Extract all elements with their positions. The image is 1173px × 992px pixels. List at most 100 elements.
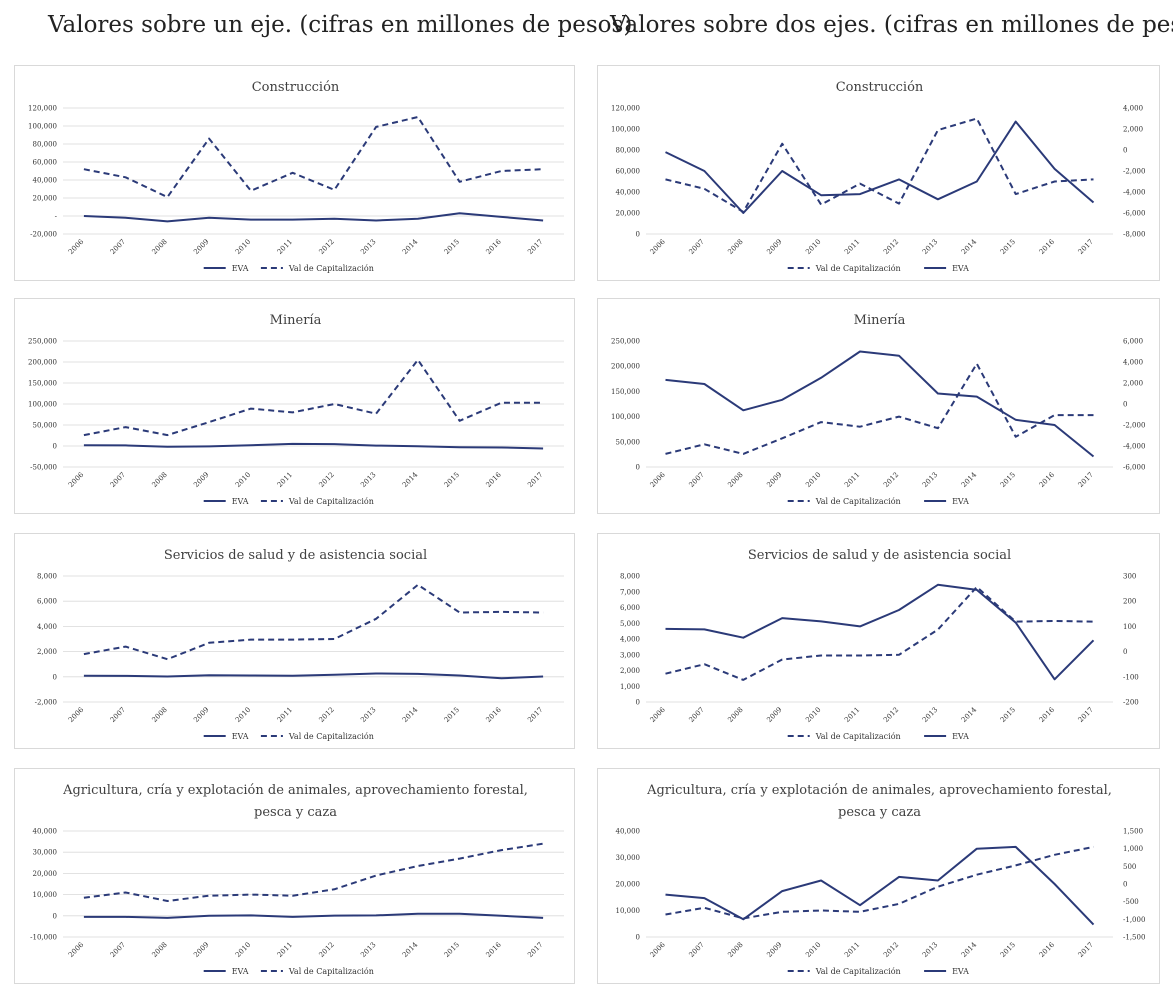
x-tick-label: 2011 <box>843 706 861 724</box>
x-tick-label: 2007 <box>688 941 706 959</box>
legend-label: Val de Capitalización <box>815 264 901 273</box>
x-tick-label: 2014 <box>960 470 979 489</box>
y2-tick-label: -200 <box>1123 699 1139 707</box>
y2-tick-label: 4,000 <box>1123 105 1143 113</box>
x-tick-label: 2006 <box>67 237 86 256</box>
x-tick-label: 2012 <box>882 706 900 724</box>
x-tick-label: 2012 <box>318 238 336 256</box>
chart-title: Agricultura, cría y explotación de anima… <box>62 783 528 798</box>
x-tick-label: 2008 <box>151 471 169 489</box>
y2-tick-label: 4,000 <box>1123 359 1143 367</box>
series-line-eva <box>83 912 544 919</box>
y2-tick-label: -4,000 <box>1123 443 1145 451</box>
y-tick-label: 0 <box>53 443 57 451</box>
x-tick-label: 2006 <box>649 237 668 256</box>
legend-label: EVA <box>232 967 249 976</box>
y-tick-label: 20,000 <box>33 195 58 203</box>
y2-tick-label: 6,000 <box>1123 338 1143 346</box>
heading-dual-axis: Valores sobre dos ejes. (cifras en millo… <box>610 12 1173 38</box>
x-tick-label: 2013 <box>359 471 377 489</box>
x-tick-label: 2013 <box>921 941 939 959</box>
series-line-val-capitalizacion <box>83 358 544 437</box>
series-line-val-capitalizacion <box>83 116 544 199</box>
x-tick-label: 2014 <box>401 470 420 489</box>
x-tick-label: 2013 <box>359 706 377 724</box>
y2-tick-label: 500 <box>1123 863 1136 871</box>
chart-panel-agricultura-two-axes: Agricultura, cría y explotación de anima… <box>597 768 1160 984</box>
x-tick-label: 2017 <box>1077 238 1095 256</box>
x-tick-label: 2016 <box>1038 237 1057 256</box>
x-tick-label: 2014 <box>960 940 979 959</box>
y-tick-label: 8,000 <box>37 573 57 581</box>
y2-tick-label: 1,500 <box>1123 828 1143 836</box>
y-tick-label: 7,000 <box>620 588 640 596</box>
x-tick-label: 2013 <box>359 238 377 256</box>
y2-tick-label: 0 <box>1123 648 1127 656</box>
y2-tick-label: -1,000 <box>1123 916 1145 924</box>
y2-tick-label: -500 <box>1123 898 1139 906</box>
y2-tick-label: -4,000 <box>1123 189 1145 197</box>
x-tick-label: 2015 <box>443 941 461 959</box>
x-tick-label: 2010 <box>234 941 252 959</box>
series-line-val-capitalizacion <box>665 117 1094 213</box>
chart-panel-mineria-one-axis: Minería -50,000 0 50,000 100,000 150,000 200,0… <box>14 298 575 514</box>
chart-title: Minería <box>270 313 322 328</box>
y2-tick-label: -6,000 <box>1123 210 1145 218</box>
x-tick-label: 2009 <box>765 941 783 959</box>
chart-panel-construccion-two-axes: Construcción 0 20,000 40,000 60,000 80,000 100… <box>597 65 1160 281</box>
chart-title: Agricultura, cría y explotación de anima… <box>646 783 1112 798</box>
y-tick-label: 120,000 <box>28 105 57 113</box>
y-tick-label: 100,000 <box>28 401 57 409</box>
x-tick-label: 2006 <box>67 470 86 489</box>
x-tick-label: 2016 <box>1038 470 1057 489</box>
x-tick-label: 2017 <box>1077 941 1095 959</box>
legend-label: EVA <box>952 497 969 506</box>
legend-label: Val de Capitalización <box>815 967 901 976</box>
y-tick-label: 6,000 <box>37 598 57 606</box>
x-tick-label: 2013 <box>921 471 939 489</box>
y2-tick-label: 0 <box>1123 401 1127 409</box>
y2-tick-label: 2,000 <box>1123 126 1143 134</box>
chart-title: pesca y caza <box>838 805 921 820</box>
x-tick-label: 2013 <box>359 941 377 959</box>
x-tick-label: 2011 <box>843 471 861 489</box>
chart-svg: Minería -50,000 0 50,000 100,000 150,000 200,0… <box>28 313 564 506</box>
x-tick-label: 2007 <box>688 238 706 256</box>
series-line-eva <box>83 672 544 680</box>
y-tick-label: 80,000 <box>33 141 58 149</box>
x-tick-label: 2012 <box>882 471 900 489</box>
x-tick-label: 2007 <box>109 238 127 256</box>
y-tick-label: 2,000 <box>37 648 57 656</box>
series-line-val-capitalizacion <box>665 362 1094 455</box>
y2-tick-label: 0 <box>1123 881 1127 889</box>
x-tick-label: 2010 <box>804 238 822 256</box>
series-line-eva <box>665 583 1095 681</box>
y2-tick-label: -8,000 <box>1123 231 1145 239</box>
x-tick-label: 2011 <box>276 238 294 256</box>
y-tick-label: 150,000 <box>611 388 640 396</box>
x-tick-label: 2015 <box>999 471 1017 489</box>
x-tick-label: 2007 <box>688 706 706 724</box>
x-tick-label: 2016 <box>485 470 504 489</box>
y-tick-label: 6,000 <box>620 604 640 612</box>
y2-tick-label: -100 <box>1123 673 1139 681</box>
x-tick-label: 2017 <box>526 471 544 489</box>
x-tick-label: 2011 <box>843 238 861 256</box>
y-tick-label: 100,000 <box>611 413 640 421</box>
x-tick-label: 2009 <box>192 706 210 724</box>
x-tick-label: 2015 <box>443 471 461 489</box>
x-tick-label: 2009 <box>765 238 783 256</box>
y2-tick-label: 1,000 <box>1123 845 1143 853</box>
y-tick-label: 4,000 <box>620 636 640 644</box>
legend-label: Val de Capitalización <box>815 732 901 741</box>
x-tick-label: 2017 <box>1077 471 1095 489</box>
x-tick-label: 2016 <box>1038 940 1057 959</box>
y-tick-label: 250,000 <box>611 338 640 346</box>
series-line-eva <box>665 350 1095 458</box>
x-tick-label: 2014 <box>401 237 420 256</box>
x-tick-label: 2008 <box>726 471 744 489</box>
y-tick-label: 50,000 <box>33 422 58 430</box>
y-tick-label: 5,000 <box>620 620 640 628</box>
x-tick-label: 2015 <box>999 941 1017 959</box>
x-tick-label: 2016 <box>485 237 504 256</box>
